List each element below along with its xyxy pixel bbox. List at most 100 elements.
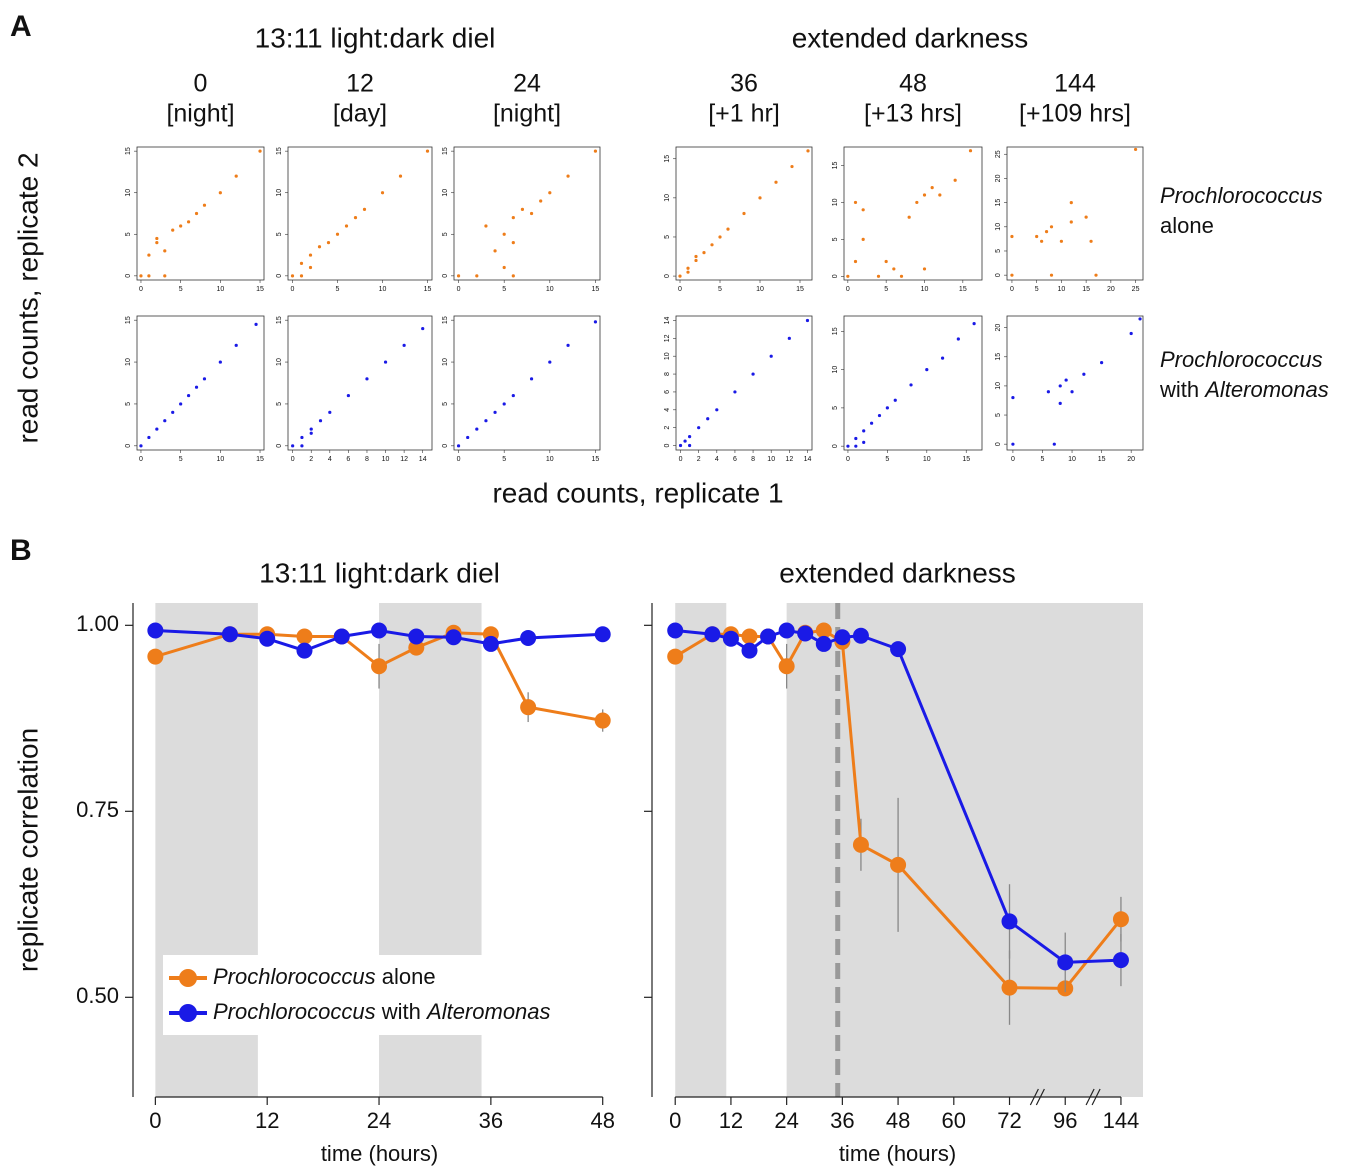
data-point <box>667 622 684 639</box>
point <box>688 435 692 439</box>
point <box>398 174 403 178</box>
y-tick-label: 10 <box>995 223 1002 231</box>
point <box>291 444 295 448</box>
x-tick-label: 0 <box>1011 456 1015 463</box>
x-tick-label: 96 <box>1053 1108 1077 1133</box>
data-point <box>520 699 537 716</box>
point <box>318 419 323 423</box>
point <box>877 413 882 418</box>
y-tick-label: 0 <box>125 444 132 448</box>
point <box>383 360 388 364</box>
point <box>892 267 896 271</box>
point <box>956 337 960 341</box>
x-tick-label: 12 <box>400 456 408 463</box>
x-tick-label: 10 <box>923 456 931 463</box>
legend-label: Prochlorococcus alone <box>213 964 436 989</box>
y-tick-label: 0 <box>442 274 449 278</box>
panel-letter: B <box>10 534 32 567</box>
point <box>593 320 598 324</box>
x-tick-label: 10 <box>546 286 554 293</box>
point <box>885 406 889 410</box>
y-tick-label: 10 <box>664 352 671 360</box>
point <box>300 435 304 440</box>
y-tick-label: 15 <box>276 316 283 324</box>
x-tick-label: 0 <box>846 456 850 463</box>
group-title: 13:11 light:dark diel <box>255 22 496 53</box>
data-point <box>704 626 721 643</box>
point <box>846 444 850 448</box>
x-tick-label: 0 <box>149 1108 161 1133</box>
x-tick-label: 0 <box>669 1108 681 1133</box>
point <box>171 228 175 232</box>
point <box>862 440 866 444</box>
point <box>694 258 698 263</box>
axis-break <box>1029 1088 1039 1106</box>
y-tick-label: 0 <box>995 273 1002 277</box>
x-tick-label: 0 <box>291 286 295 293</box>
point <box>308 265 313 270</box>
y-tick-label: 2 <box>664 426 671 430</box>
column-subtitle: [night] <box>493 100 561 128</box>
axis-break <box>1091 1088 1101 1106</box>
legend-box <box>163 955 591 1035</box>
x-tick-label: 72 <box>997 1108 1021 1133</box>
x-tick-label: 15 <box>1082 286 1090 293</box>
point <box>155 427 159 431</box>
y-tick-label: 5 <box>276 402 283 406</box>
column-title: 48 <box>899 70 927 98</box>
point <box>593 149 598 153</box>
point <box>1069 201 1073 205</box>
point <box>502 232 506 236</box>
point <box>511 240 515 245</box>
data-point <box>1001 979 1018 996</box>
point <box>915 200 919 205</box>
dark-period <box>675 603 727 1097</box>
point <box>846 274 850 278</box>
point <box>548 191 552 195</box>
point <box>335 232 340 236</box>
y-tick-label: 15 <box>125 147 132 155</box>
point <box>155 240 159 245</box>
point <box>922 193 927 197</box>
point <box>147 253 151 257</box>
plot-frame <box>453 315 601 451</box>
y-tick-label: 5 <box>276 232 283 236</box>
y-tick-label: 15 <box>995 353 1002 361</box>
y-tick-label: 15 <box>442 147 449 155</box>
point <box>726 227 730 231</box>
point <box>1100 361 1104 365</box>
point <box>299 274 304 278</box>
data-point <box>259 630 276 647</box>
y-tick-label: 5 <box>442 232 449 236</box>
point <box>186 393 191 398</box>
data-point <box>445 629 462 646</box>
point <box>163 274 167 278</box>
point <box>1058 401 1062 405</box>
point <box>678 274 682 278</box>
point <box>147 274 151 278</box>
y-tick-label: 20 <box>995 324 1002 332</box>
column-title: 12 <box>346 70 374 98</box>
point <box>733 390 737 394</box>
x-tick-label: 0 <box>291 456 295 463</box>
x-tick-label: 24 <box>774 1108 798 1133</box>
x-tick-label: 0 <box>678 286 682 293</box>
x-tick-label: 12 <box>785 456 793 463</box>
point <box>380 191 385 195</box>
column-title: 24 <box>513 70 541 98</box>
row-label: with Alteromonas <box>1159 377 1329 402</box>
x-tick-label: 5 <box>502 286 506 293</box>
x-tick-label: 24 <box>367 1108 391 1133</box>
point <box>925 368 929 372</box>
point <box>899 274 904 278</box>
point <box>968 149 973 153</box>
point <box>1133 147 1138 152</box>
x-tick-label: 10 <box>379 286 387 293</box>
y-tick-label: 10 <box>125 189 132 197</box>
y-axis-label: replicate correlation <box>12 728 43 972</box>
data-point <box>778 622 795 639</box>
plot-frame <box>675 146 813 281</box>
plot-frame <box>287 146 433 281</box>
data-point <box>371 658 388 675</box>
data-point <box>296 642 313 659</box>
